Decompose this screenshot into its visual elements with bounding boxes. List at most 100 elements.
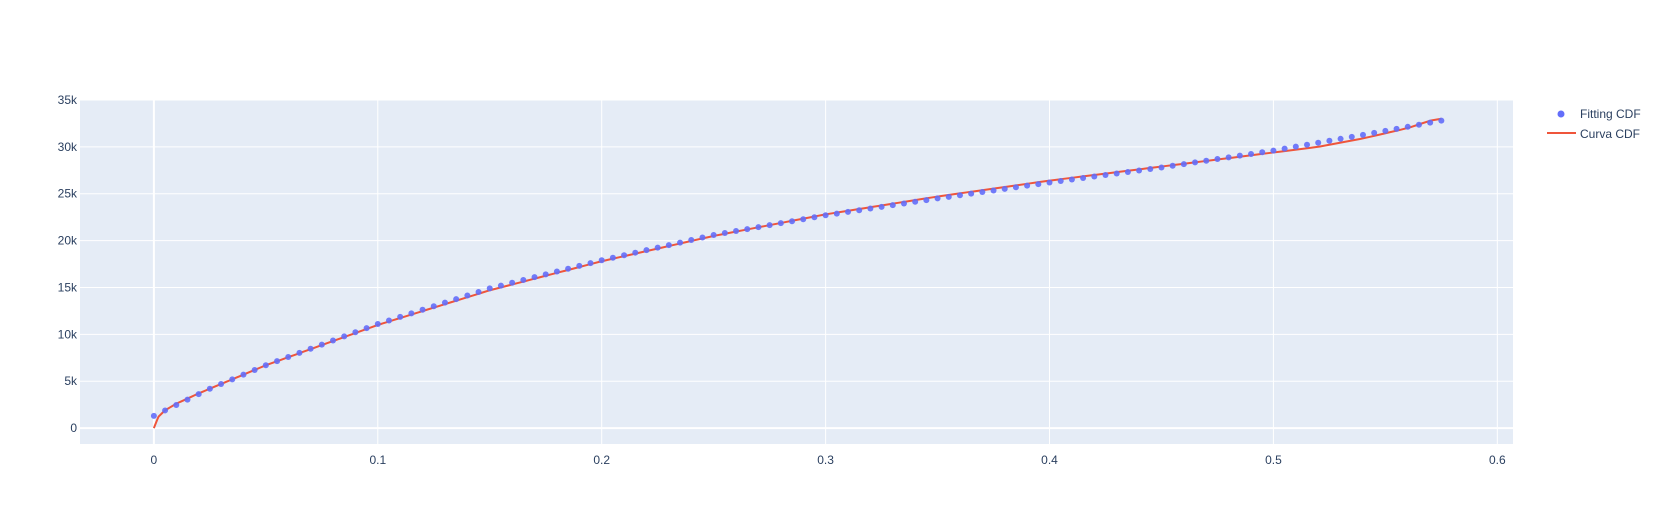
fitting-cdf-point	[699, 234, 706, 241]
y-tick-label: 25k	[58, 187, 78, 201]
fitting-cdf-point	[990, 187, 997, 194]
fitting-cdf-point	[363, 325, 370, 332]
y-tick-label: 20k	[58, 234, 78, 248]
fitting-cdf-point	[285, 354, 292, 361]
fitting-cdf-point	[1304, 141, 1311, 148]
fitting-cdf-point	[688, 237, 695, 244]
fitting-cdf-point	[1315, 139, 1322, 146]
x-tick-label: 0.3	[817, 453, 834, 467]
fitting-cdf-point	[296, 349, 303, 356]
y-tick-label: 10k	[58, 327, 78, 341]
fitting-cdf-point	[240, 371, 247, 378]
fitting-cdf-point	[531, 274, 538, 281]
fitting-cdf-point	[1124, 168, 1131, 175]
fitting-cdf-point	[1192, 159, 1199, 166]
fitting-cdf-point	[956, 192, 963, 199]
fitting-cdf-point	[1169, 162, 1176, 169]
fitting-cdf-point	[542, 271, 549, 278]
series-layer	[150, 117, 1445, 429]
y-tick-label: 0	[70, 421, 77, 435]
legend-marker-fitting	[1557, 110, 1565, 118]
fitting-cdf-point	[1404, 123, 1411, 130]
fitting-cdf-point	[1136, 167, 1143, 174]
x-tick-label: 0.2	[593, 453, 610, 467]
y-tick-label: 35k	[58, 93, 78, 107]
fitting-cdf-point	[923, 197, 930, 204]
x-tick-label: 0.6	[1489, 453, 1506, 467]
fitting-cdf-point	[1068, 176, 1075, 183]
fitting-cdf-point	[1427, 119, 1434, 126]
fitting-cdf-point	[598, 257, 605, 264]
fitting-cdf-point	[1225, 154, 1232, 161]
fitting-cdf-point	[218, 381, 225, 388]
fitting-cdf-point	[1214, 156, 1221, 163]
x-tick-label: 0.1	[369, 453, 386, 467]
fitting-cdf-point	[352, 329, 359, 336]
fitting-cdf-point	[733, 228, 740, 235]
y-tick-label: 15k	[58, 280, 78, 294]
fitting-cdf-point	[408, 310, 415, 317]
fitting-cdf-point	[945, 193, 952, 200]
fitting-cdf-point	[419, 306, 426, 313]
fitting-cdf-point	[1438, 117, 1445, 124]
fitting-cdf-point	[1270, 147, 1277, 154]
fitting-cdf-point	[744, 226, 751, 233]
fitting-cdf-point	[1292, 143, 1299, 150]
legend-item-fitting[interactable]: Fitting CDF	[1557, 107, 1641, 121]
fitting-cdf-point	[1348, 133, 1355, 140]
fitting-cdf-point	[878, 203, 885, 210]
fitting-cdf-point	[1337, 135, 1344, 142]
fitting-cdf-point	[800, 216, 807, 223]
fitting-cdf-point	[900, 200, 907, 207]
legend[interactable]: Fitting CDF Curva CDF	[1547, 107, 1641, 141]
fitting-cdf-point	[811, 214, 818, 221]
fitting-cdf-point	[520, 276, 527, 283]
fitting-cdf-point	[1359, 131, 1366, 138]
fitting-cdf-point	[1382, 127, 1389, 134]
plot-background	[80, 100, 1513, 444]
fitting-cdf-point	[206, 385, 213, 392]
fitting-cdf-point	[1203, 157, 1210, 164]
fitting-cdf-point	[195, 391, 202, 398]
fitting-cdf-point	[1393, 125, 1400, 132]
fitting-cdf-point	[1057, 177, 1064, 184]
fitting-cdf-point	[621, 252, 628, 259]
y-tick-label: 5k	[64, 374, 78, 388]
fitting-cdf-point	[1012, 184, 1019, 191]
fitting-cdf-point	[341, 333, 348, 340]
fitting-cdf-point	[1281, 145, 1288, 152]
fitting-cdf-point	[845, 208, 851, 215]
fitting-cdf-point	[1024, 182, 1031, 189]
fitting-cdf-point	[609, 254, 616, 261]
fitting-cdf-point	[576, 262, 583, 269]
fitting-cdf-point	[1236, 152, 1243, 159]
fitting-cdf-point	[553, 268, 560, 275]
fitting-cdf-point	[1259, 149, 1266, 156]
fitting-cdf-point	[453, 296, 460, 303]
fitting-cdf-point	[1371, 129, 1378, 136]
fitting-cdf-point	[162, 407, 169, 414]
fitting-cdf-point	[665, 242, 672, 249]
x-tick-label: 0.4	[1041, 453, 1058, 467]
fitting-cdf-point	[262, 362, 269, 369]
fitting-cdf-point	[677, 239, 684, 246]
legend-item-curva[interactable]: Curva CDF	[1547, 127, 1640, 141]
fitting-cdf-point	[710, 231, 717, 238]
fitting-cdf-point	[1102, 171, 1109, 178]
fitting-cdf-point	[789, 218, 796, 225]
fitting-cdf-point	[150, 412, 157, 419]
fitting-cdf-point	[397, 313, 404, 320]
fitting-cdf-point	[173, 402, 180, 409]
fitting-cdf-point	[1180, 161, 1187, 168]
series-fitting-cdf	[150, 117, 1445, 419]
fitting-cdf-point	[464, 292, 471, 299]
fitting-cdf-point	[251, 366, 258, 373]
x-tick-label: 0.5	[1265, 453, 1282, 467]
fitting-cdf-point	[1046, 179, 1053, 186]
fitting-cdf-point	[632, 249, 639, 256]
fitting-cdf-point	[1415, 121, 1422, 128]
legend-label-fitting: Fitting CDF	[1580, 107, 1641, 121]
fitting-cdf-point	[867, 205, 874, 212]
fitting-cdf-point	[486, 285, 493, 292]
fitting-cdf-point	[979, 189, 986, 196]
